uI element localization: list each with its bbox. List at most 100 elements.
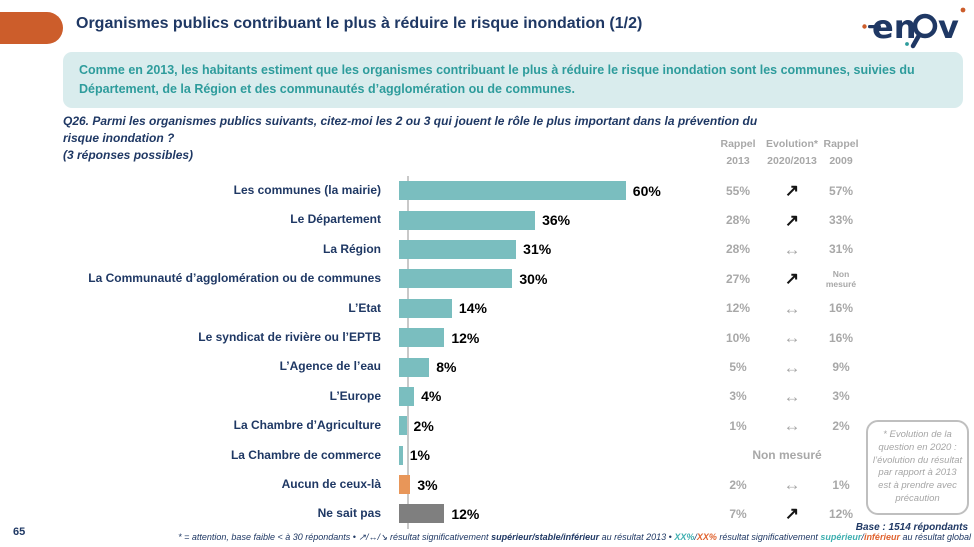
chart-row: La Région 31% 28% ↔ 31% — [0, 235, 974, 264]
chart-row: Les communes (la mairie) 60% 55% ↗ 57% — [0, 176, 974, 205]
legend-segment: résultat significativement — [716, 532, 821, 542]
bar-zone: 30% — [395, 269, 548, 289]
bar-zone: 12% — [395, 328, 480, 348]
header-accent-shape — [0, 12, 63, 44]
rappel-2009-value: 1% — [832, 477, 850, 492]
column-header-rappel-2013: Rappel 2013 — [720, 138, 756, 167]
bar — [399, 239, 517, 259]
chart-row: L’Etat 14% 12% ↔ 16% — [0, 294, 974, 323]
chart-row: La Chambre de commerce 1% Non mesuré — [0, 441, 974, 470]
rappel-2013-value: 5% — [729, 360, 747, 375]
column-header-rappel-2009: Rappel 2009 — [823, 138, 859, 167]
legend-segment: / — [694, 532, 697, 542]
rappel-2009-value: 3% — [832, 389, 850, 404]
bar-zone: 2% — [395, 416, 434, 436]
page-title: Organismes publics contribuant le plus à… — [76, 15, 643, 32]
bar-zone: 12% — [395, 504, 480, 524]
legend-segment: / — [861, 532, 864, 542]
evolution-stable-arrow-icon: ↔ — [783, 357, 801, 377]
category-label: Le syndicat de rivière ou l’EPTB — [198, 330, 381, 345]
rappel-2013-value: 3% — [729, 389, 747, 404]
evolution-up-arrow-icon: ↗ — [784, 210, 800, 230]
category-label: Le Département — [290, 212, 381, 227]
rappel-2013-value: 1% — [729, 418, 747, 433]
bar-value-label: 8% — [436, 359, 457, 376]
bar — [399, 328, 445, 348]
page-number: 65 — [13, 526, 26, 538]
bar-value-label: 36% — [542, 212, 571, 229]
footer-legend: * = attention, base faible < à 30 répond… — [140, 532, 971, 543]
bar — [399, 357, 430, 377]
category-label: L’Agence de l’eau — [279, 359, 381, 374]
legend-segment: ↗/↔/↘ — [358, 532, 391, 542]
legend-segment: au résultat 2013 • — [599, 532, 675, 542]
category-label: La Région — [322, 241, 381, 256]
bar — [399, 416, 407, 436]
bar-value-label: 31% — [523, 241, 552, 258]
chart-row: Le Département 36% 28% ↗ 33% — [0, 205, 974, 234]
evolution-stable-arrow-icon: ↔ — [783, 298, 801, 318]
rappel-2009-value: 9% — [832, 360, 850, 375]
svg-text:en: en — [872, 8, 916, 46]
evolution-stable-arrow-icon: ↔ — [783, 386, 801, 406]
rappel-2013-value: 10% — [725, 330, 751, 345]
question-line1: Q26. Parmi les organismes publics suivan… — [63, 114, 758, 145]
bar-chart: Les communes (la mairie) 60% 55% ↗ 57% Le Dép… — [0, 176, 974, 529]
chart-row: Le syndicat de rivière ou l’EPTB 12% 10% ↔ 1… — [0, 323, 974, 352]
bar-value-label: 12% — [451, 329, 480, 346]
legend-segment: résultat significativement — [390, 532, 492, 542]
question-line2: (3 réponses possibles) — [63, 147, 194, 162]
rappel-2013-value: 28% — [725, 213, 751, 228]
category-label: Les communes (la mairie) — [233, 183, 381, 198]
category-label: La Chambre de commerce — [230, 447, 381, 462]
enov-logo: en v — [862, 2, 968, 55]
enov-logo-icon: en v — [862, 7, 966, 49]
bar-value-label: 2% — [413, 417, 434, 434]
rappel-2009-value: 16% — [828, 301, 854, 316]
chart-row: Ne sait pas 12% 7% ↗ 12% — [0, 499, 974, 528]
chart-row: Aucun de ceux-là 3% 2% ↔ 1% — [0, 470, 974, 499]
evolution-note-box: * Evolution de la question en 2020 : l’é… — [866, 420, 969, 515]
rappel-2009-value: 12% — [828, 506, 854, 521]
column-header-evolution: Evolution* 2020/2013 — [766, 138, 818, 167]
evolution-up-arrow-icon: ↗ — [784, 504, 800, 524]
bar-value-label: 12% — [451, 505, 480, 522]
bar — [399, 210, 536, 230]
bar — [399, 445, 403, 465]
non-mesure-label: Non mesuré — [752, 448, 822, 463]
category-label: La Chambre d’Agriculture — [233, 418, 381, 433]
rappel-2009-value: Non mesuré — [825, 268, 857, 289]
rappel-2009-value: 57% — [828, 183, 854, 198]
rappel-2009-value: 2% — [832, 418, 850, 433]
evolution-stable-arrow-icon: ↔ — [783, 328, 801, 348]
bar — [399, 181, 626, 201]
bar-value-label: 30% — [519, 270, 548, 287]
legend-segment: supérieur — [820, 532, 862, 542]
legend-segment: supérieur/stable/inférieur — [491, 532, 600, 542]
category-label: Ne sait pas — [317, 506, 381, 521]
chart-row: L’Agence de l’eau 8% 5% ↔ 9% — [0, 352, 974, 381]
category-label: L’Europe — [329, 388, 381, 403]
summary-callout: Comme en 2013, les habitants estiment qu… — [63, 52, 963, 108]
category-label: La Communauté d’agglomération ou de comm… — [88, 271, 381, 286]
legend-segment: XX% — [674, 532, 695, 542]
bar — [399, 386, 415, 406]
rappel-2009-value: 33% — [828, 213, 854, 228]
rappel-2013-value: 28% — [725, 242, 751, 257]
rappel-2013-value: 7% — [729, 506, 747, 521]
svg-text:v: v — [938, 8, 959, 46]
bar-value-label: 1% — [409, 447, 430, 464]
bar-zone: 8% — [395, 357, 457, 377]
rappel-2013-value: 27% — [725, 271, 751, 286]
bar-zone: 60% — [395, 181, 661, 201]
legend-segment: * = attention, base faible < à 30 répond… — [178, 532, 359, 542]
bar-zone: 1% — [395, 445, 430, 465]
chart-rows: Les communes (la mairie) 60% 55% ↗ 57% Le Dép… — [0, 176, 974, 529]
chart-row: La Communauté d’agglomération ou de comm… — [0, 264, 974, 293]
bar-value-label: 60% — [632, 182, 661, 199]
evolution-stable-arrow-icon: ↔ — [783, 416, 801, 436]
bar-zone: 4% — [395, 386, 441, 406]
chart-row: L’Europe 4% 3% ↔ 3% — [0, 382, 974, 411]
rappel-2013-value: 55% — [725, 183, 751, 198]
category-label: Aucun de ceux-là — [281, 477, 381, 491]
